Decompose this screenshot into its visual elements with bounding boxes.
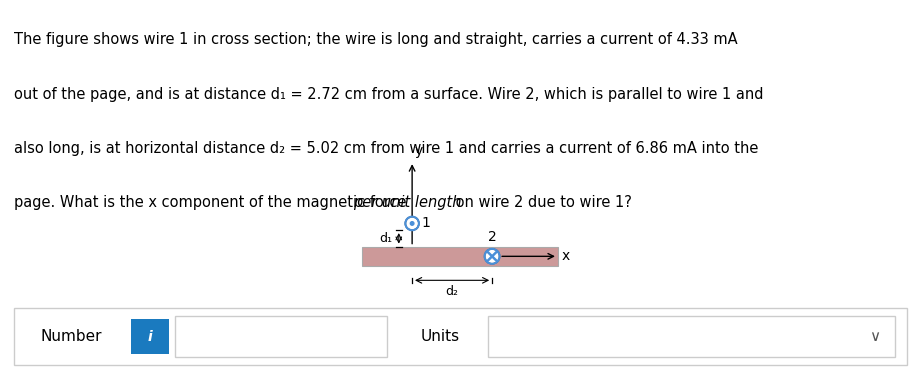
Text: also long, is at horizontal distance d₂ = 5.02 cm from wire 1 and carries a curr: also long, is at horizontal distance d₂ …	[14, 141, 758, 156]
Text: Units: Units	[420, 329, 459, 344]
Bar	[488, 317, 894, 357]
Text: page. What is the x component of the magnetic force: page. What is the x component of the mag…	[14, 195, 411, 210]
Text: per unit length: per unit length	[353, 195, 462, 210]
Text: y: y	[415, 144, 423, 158]
Bar	[174, 317, 387, 357]
Text: out of the page, and is at distance d₁ = 2.72 cm from a surface. Wire 2, which i: out of the page, and is at distance d₁ =…	[14, 87, 763, 102]
Bar	[131, 319, 169, 355]
Text: on wire 2 due to wire 1?: on wire 2 due to wire 1?	[451, 195, 632, 210]
Text: d₁: d₁	[379, 232, 392, 245]
Text: 1: 1	[421, 215, 431, 230]
Text: i: i	[148, 330, 152, 344]
Bar	[362, 247, 558, 266]
Text: x: x	[561, 249, 570, 263]
Circle shape	[410, 222, 414, 225]
Circle shape	[485, 249, 500, 264]
Text: ∨: ∨	[869, 329, 881, 344]
Text: Number: Number	[41, 329, 102, 344]
Text: d₂: d₂	[445, 285, 458, 298]
Text: 2: 2	[488, 230, 496, 244]
Circle shape	[406, 217, 419, 230]
Text: The figure shows wire 1 in cross section; the wire is long and straight, carries: The figure shows wire 1 in cross section…	[14, 32, 738, 48]
